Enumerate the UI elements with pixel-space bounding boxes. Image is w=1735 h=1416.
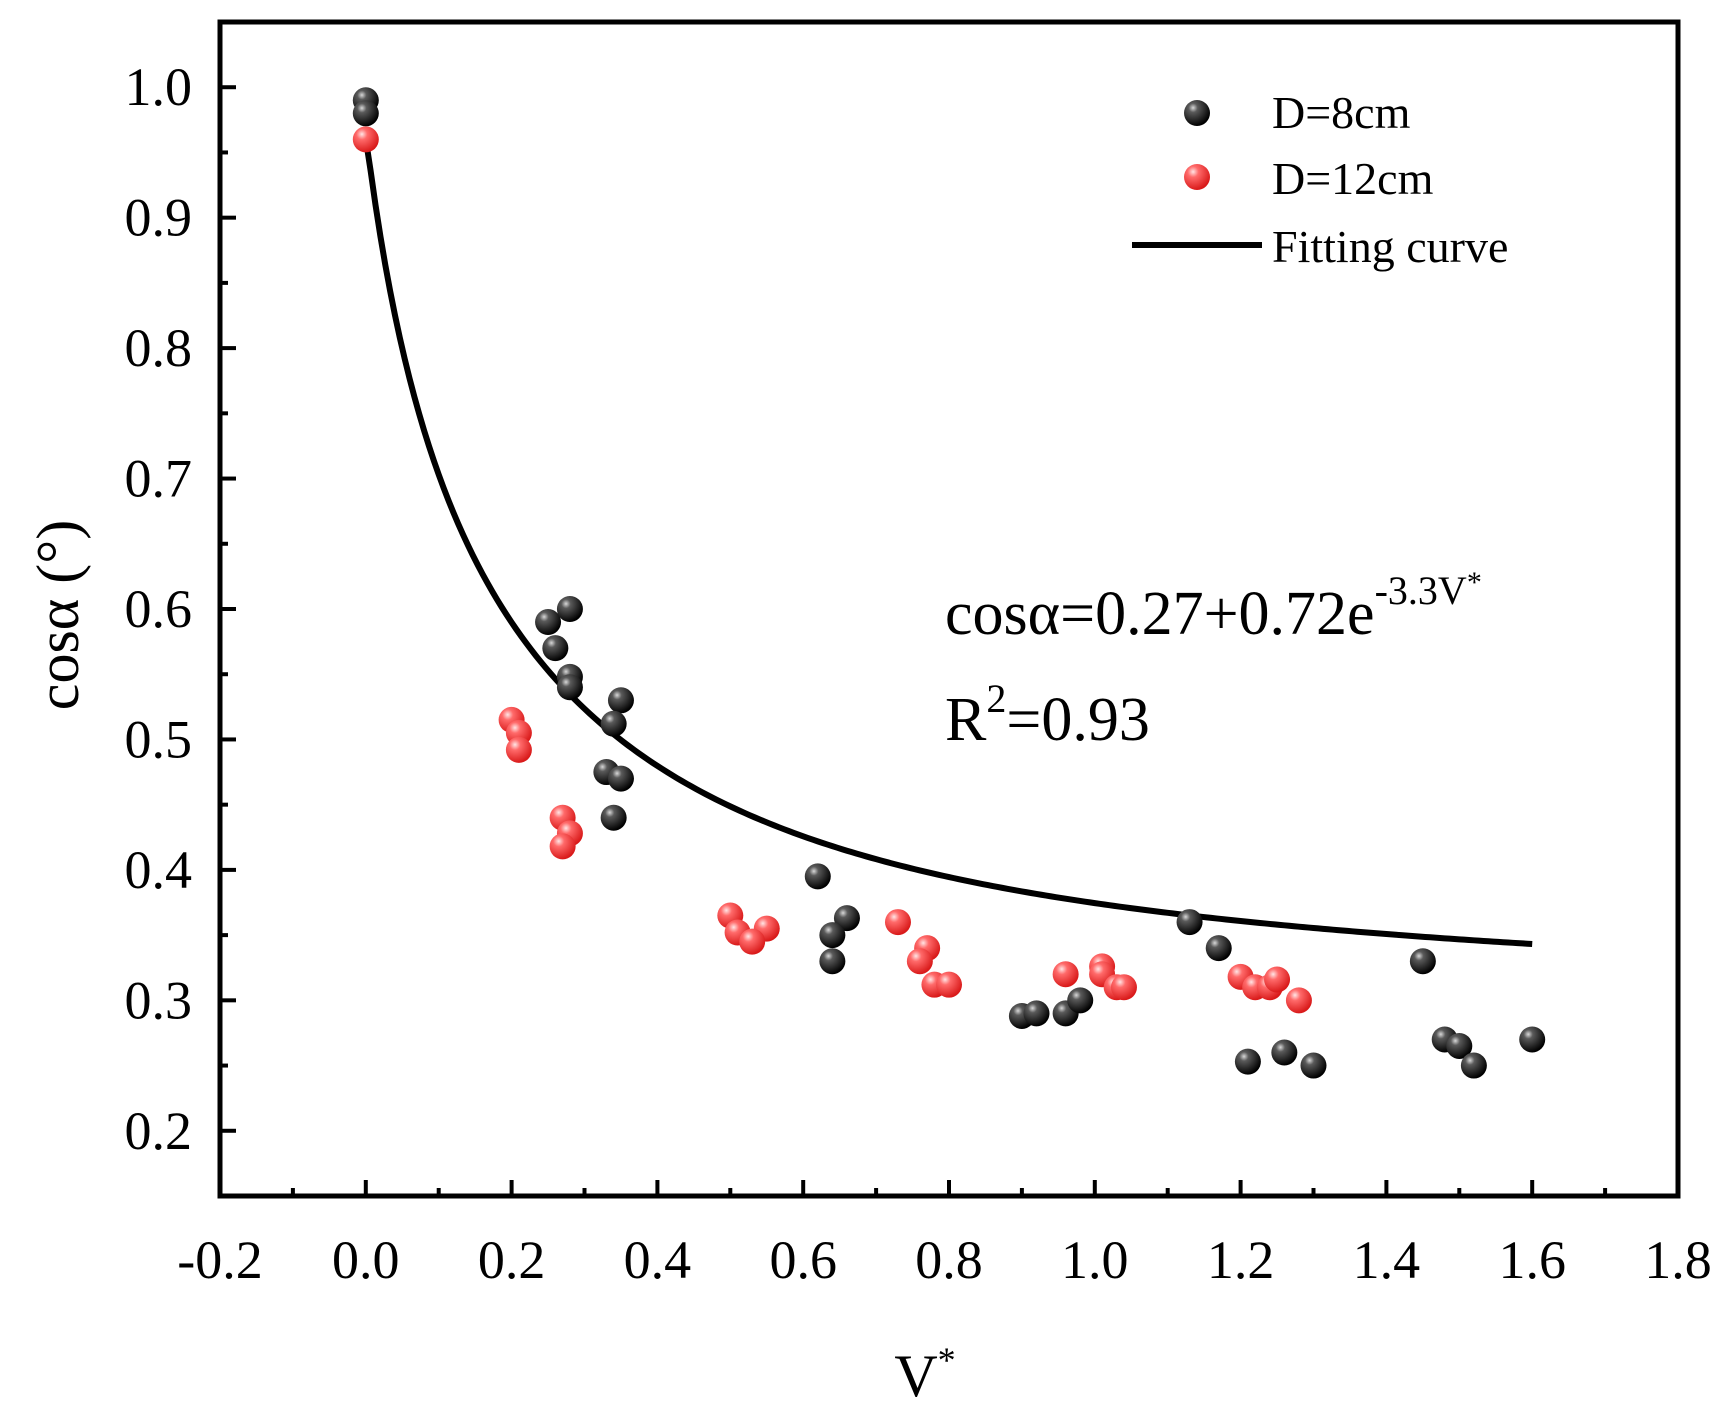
y-axis-title: cosα (°)	[25, 520, 91, 710]
data-point-d12	[906, 948, 933, 975]
legend-label-fit: Fitting curve	[1272, 221, 1508, 272]
legend-item-d12: D=12cm	[1184, 153, 1434, 204]
x-axis-title: V*	[894, 1340, 955, 1409]
data-point-d8	[804, 863, 831, 890]
data-point-d12	[1264, 966, 1291, 993]
data-point-d8	[1176, 909, 1203, 936]
y-tick-label: 0.5	[125, 709, 193, 769]
x-axis-ticks: -0.2 0.0 0.2 0.4 0.6 0.8 1.0 1.2 1.4 1.6 1.8	[177, 1180, 1712, 1290]
data-point-d8	[1205, 935, 1232, 962]
x-tick-label: 1.2	[1207, 1230, 1275, 1290]
data-point-d8	[352, 100, 379, 127]
x-tick-label: 0.4	[624, 1230, 692, 1290]
data-point-d8	[535, 609, 562, 636]
y-tick-label: 0.7	[125, 449, 193, 509]
x-tick-label: 0.8	[915, 1230, 983, 1290]
y-tick-label: 0.3	[125, 970, 193, 1030]
data-point-d8	[556, 674, 583, 701]
y-tick-label: 0.2	[125, 1101, 193, 1161]
legend-label-d8: D=8cm	[1272, 87, 1411, 138]
data-point-d12	[505, 736, 532, 763]
data-point-d8	[1409, 948, 1436, 975]
x-tick-label: -0.2	[177, 1230, 262, 1290]
data-point-d8	[607, 687, 634, 714]
y-tick-label: 0.8	[125, 318, 193, 378]
x-tick-label: 0.6	[769, 1230, 837, 1290]
fit-equation: cosα=0.27+0.72e-3.3V*	[945, 566, 1482, 648]
data-point-d12	[1052, 961, 1079, 988]
data-point-d8	[1460, 1052, 1487, 1079]
y-tick-label: 0.6	[125, 579, 193, 639]
data-point-d8	[542, 635, 569, 662]
r-squared: R2=0.93	[945, 676, 1150, 754]
data-point-d8	[600, 804, 627, 831]
data-point-d12	[549, 833, 576, 860]
data-point-d12	[739, 928, 766, 955]
legend-item-d8: D=8cm	[1184, 87, 1411, 138]
legend-label-d12: D=12cm	[1272, 153, 1434, 204]
legend: D=8cm D=12cm Fitting curve	[1132, 87, 1508, 272]
data-point-d8	[600, 710, 627, 737]
data-point-d12	[936, 971, 962, 998]
data-point-d8	[556, 596, 583, 622]
x-tick-label: 1.0	[1061, 1230, 1129, 1290]
x-tick-label: 1.6	[1498, 1230, 1566, 1290]
y-tick-label: 0.9	[125, 188, 193, 248]
data-point-d8	[833, 905, 860, 932]
data-point-d8	[1271, 1039, 1298, 1066]
x-tick-label: 0.2	[478, 1230, 546, 1290]
x-tick-label: 1.8	[1644, 1230, 1712, 1290]
data-point-d8	[819, 948, 846, 975]
data-point-d8	[1300, 1052, 1327, 1079]
data-point-d8	[1446, 1032, 1473, 1059]
data-point-d12	[884, 909, 911, 936]
data-point-d8	[819, 922, 846, 949]
data-point-d12	[1285, 987, 1312, 1014]
legend-marker-d12	[1184, 164, 1210, 190]
data-points-layer	[352, 87, 1546, 1079]
x-tick-label: 0.0	[332, 1230, 400, 1290]
data-point-d8	[1067, 987, 1094, 1014]
y-tick-label: 1.0	[125, 57, 193, 117]
legend-marker-d8	[1184, 100, 1210, 126]
data-point-d12	[352, 126, 379, 153]
data-point-d8	[1023, 1000, 1050, 1027]
data-point-d8	[1519, 1026, 1546, 1053]
data-point-d8	[1234, 1048, 1261, 1075]
data-point-d12	[1110, 974, 1137, 1001]
data-point-d8	[607, 765, 634, 792]
legend-item-fit: Fitting curve	[1132, 221, 1508, 272]
x-tick-label: 1.4	[1353, 1230, 1421, 1290]
y-tick-label: 0.4	[125, 840, 193, 900]
y-axis-ticks: 0.2 0.3 0.4 0.5 0.6 0.7 0.8 0.9 1.0	[125, 20, 236, 1198]
